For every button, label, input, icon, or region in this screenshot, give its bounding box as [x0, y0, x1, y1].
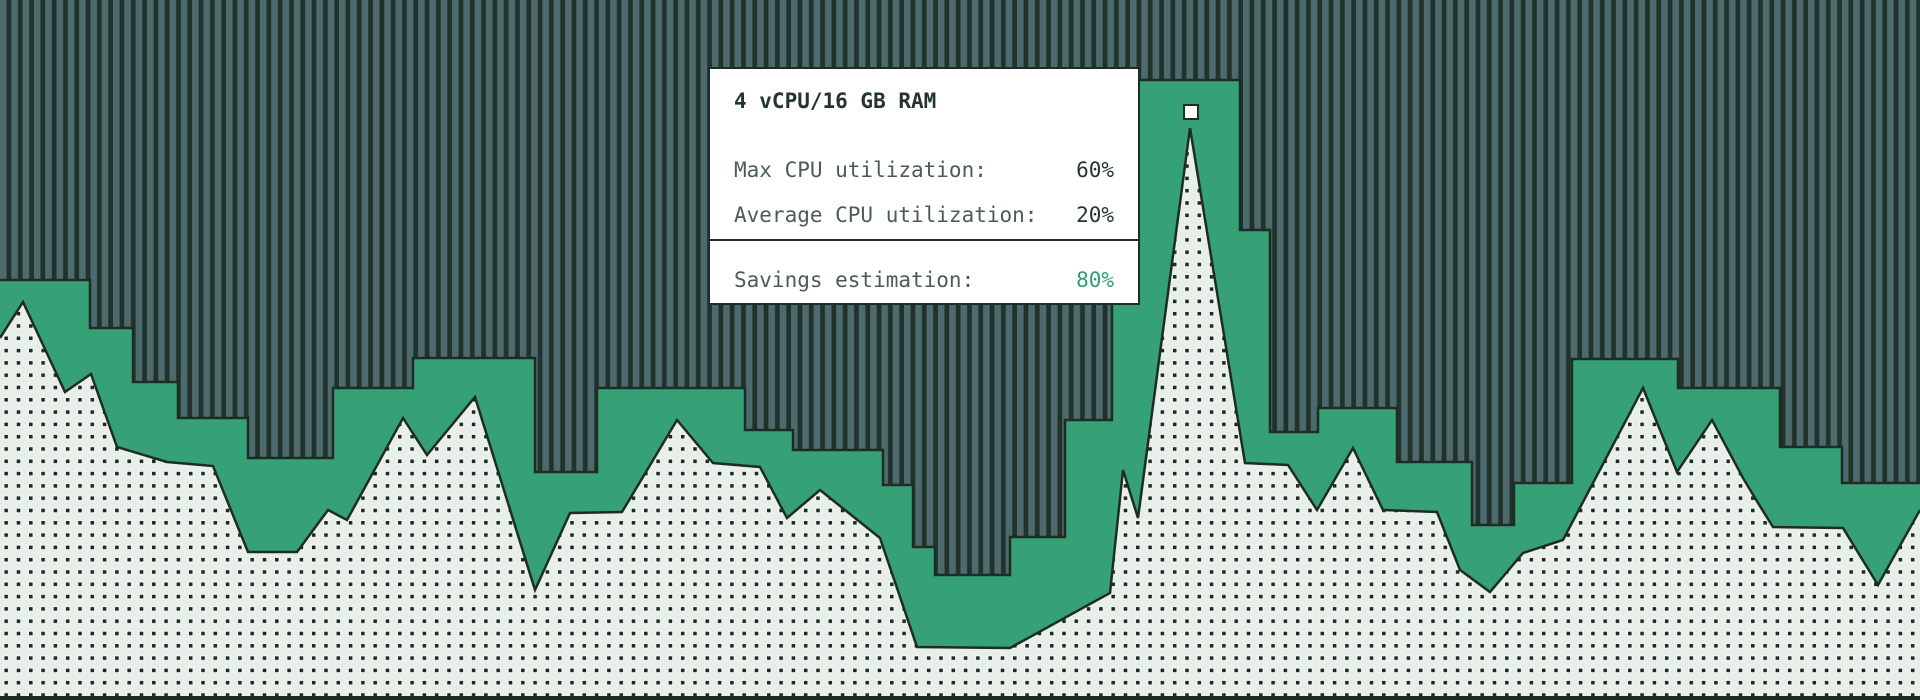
- peak-marker-square[interactable]: [1183, 104, 1199, 120]
- provisioned-capacity-step-line: [0, 78, 1920, 577]
- avg-cpu-label: Average CPU utilization:: [734, 203, 1038, 227]
- max-cpu-value: 60%: [1076, 158, 1114, 182]
- max-cpu-row: Max CPU utilization: 60%: [734, 158, 1114, 182]
- tooltip-divider: [710, 239, 1138, 241]
- cpu-utilization-line: [0, 127, 1920, 650]
- avg-cpu-value: 20%: [1076, 203, 1114, 227]
- avg-cpu-row: Average CPU utilization: 20%: [734, 203, 1114, 227]
- savings-row: Savings estimation: 80%: [734, 268, 1114, 292]
- instance-name: 4 vCPU/16 GB RAM: [734, 89, 937, 113]
- savings-label: Savings estimation:: [734, 268, 975, 292]
- max-cpu-label: Max CPU utilization:: [734, 158, 987, 182]
- bottom-border: [0, 696, 1920, 700]
- instance-tooltip: 4 vCPU/16 GB RAM Max CPU utilization: 60…: [708, 67, 1140, 305]
- cpu-utilization-area: [0, 128, 1920, 700]
- savings-value: 80%: [1076, 268, 1114, 292]
